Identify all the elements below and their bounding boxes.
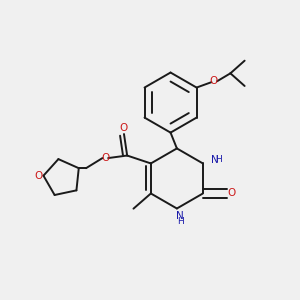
Text: H: H (215, 155, 222, 164)
Text: O: O (227, 188, 235, 199)
Text: O: O (120, 123, 128, 133)
Text: O: O (101, 153, 110, 163)
Text: O: O (34, 171, 43, 181)
Text: H: H (177, 217, 183, 226)
Text: N: N (211, 154, 218, 165)
Text: N: N (176, 212, 184, 221)
Text: O: O (210, 76, 218, 86)
